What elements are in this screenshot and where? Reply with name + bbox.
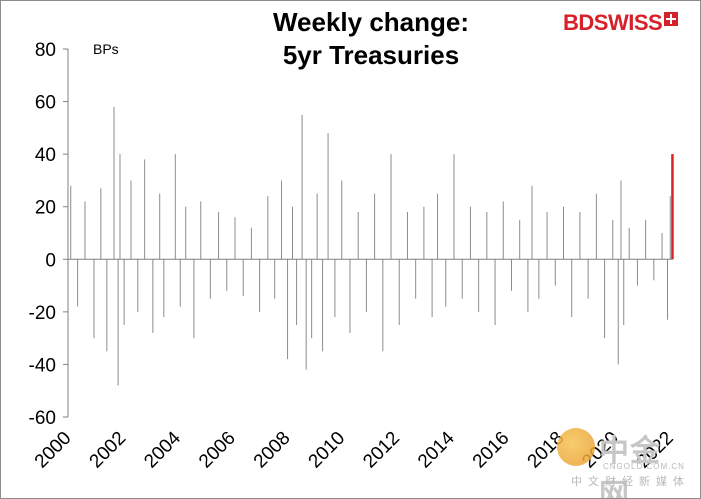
chart-title-line-1: Weekly change: <box>272 7 470 37</box>
x-tick-label: 2008 <box>250 428 295 473</box>
y-axis-label: BPs <box>93 41 119 57</box>
x-tick-label: 2004 <box>140 427 185 472</box>
chart-title-line-2: 5yr Treasuries <box>282 40 460 70</box>
y-tick-label: 20 <box>35 198 56 219</box>
x-tick-label: 2010 <box>305 428 350 473</box>
cngold-logo-icon <box>557 428 595 466</box>
x-tick-label: 2012 <box>359 428 404 473</box>
x-tick-label: 2006 <box>195 428 240 473</box>
chart-title: Weekly change: 5yr Treasuries <box>201 6 541 72</box>
y-tick-label: -20 <box>29 303 56 324</box>
watermark-domain: CNGOLD.COM.CN <box>603 462 685 471</box>
bdswiss-logo: BDSWISS <box>563 9 679 37</box>
swiss-cross-icon <box>664 12 679 26</box>
bdswiss-logo-text: BDSWISS <box>563 10 663 35</box>
cngold-watermark: 中金网 CNGOLD.COM.CN 中文财经新媒体 <box>551 426 691 498</box>
x-tick-label: 2014 <box>414 427 459 472</box>
x-tick-label: 2000 <box>31 428 76 473</box>
x-tick-label: 2016 <box>469 428 514 473</box>
y-tick-label: -40 <box>29 355 56 376</box>
watermark-main-text: 中金网 <box>599 434 661 499</box>
y-tick-label: 40 <box>35 145 56 166</box>
y-tick-label: 60 <box>35 93 56 114</box>
watermark-subtitle: 中文财经新媒体 <box>571 475 690 488</box>
y-tick-label: 0 <box>45 250 56 271</box>
y-tick-label: 80 <box>35 40 56 61</box>
x-tick-label: 2002 <box>86 428 131 473</box>
y-tick-label: -60 <box>29 408 56 429</box>
